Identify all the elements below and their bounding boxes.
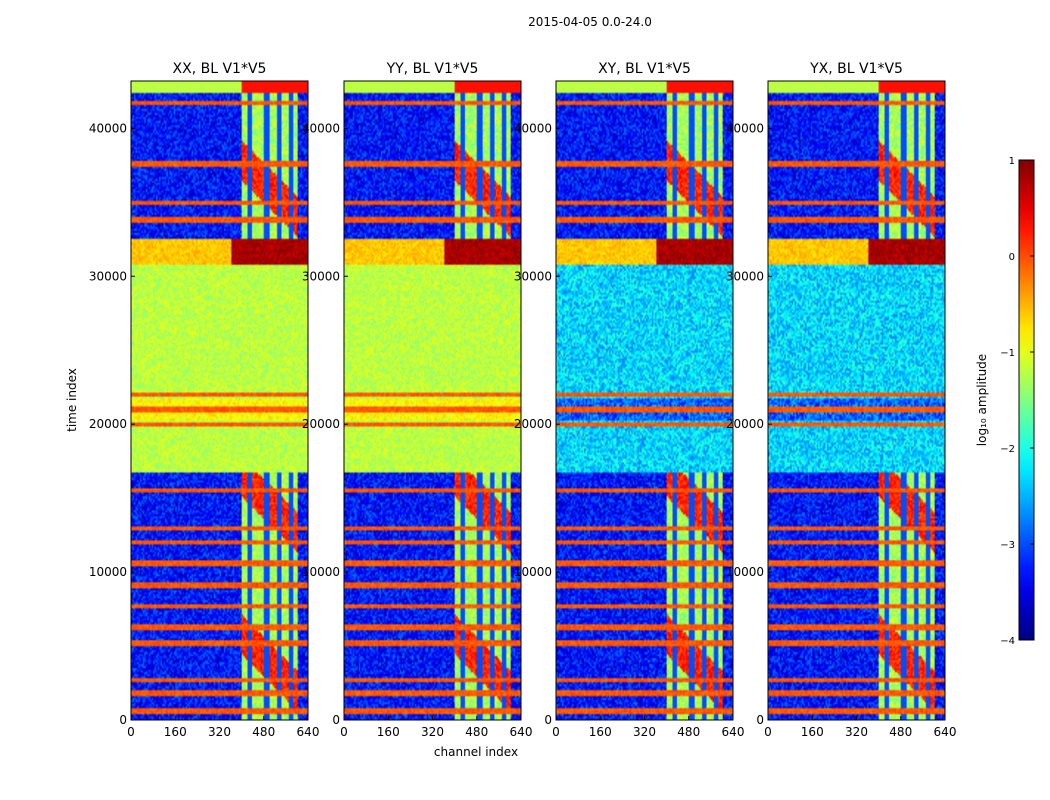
x-tick-label: 640 — [722, 725, 745, 739]
colorbar-tick-label: 0 — [1009, 252, 1015, 263]
y-tick-label: 20000 — [726, 417, 764, 431]
x-tick-label: 320 — [208, 725, 231, 739]
y-tick-label: 0 — [756, 713, 764, 727]
x-tick-label: 640 — [934, 725, 957, 739]
y-tick-label: 10000 — [302, 565, 340, 579]
heatmap-image-yy — [344, 81, 521, 720]
y-tick-label: 10000 — [726, 565, 764, 579]
x-tick-label: 480 — [252, 725, 275, 739]
heatmap-image-xx — [131, 81, 308, 720]
y-tick-label: 30000 — [89, 269, 127, 283]
x-tick-label: 640 — [510, 725, 533, 739]
colorbar-gradient — [1018, 159, 1035, 641]
y-tick-label: 40000 — [302, 121, 340, 135]
colorbar-tick-label: 1 — [1009, 156, 1015, 167]
colorbar-tick-label: −4 — [1000, 636, 1015, 647]
x-tick-label: 160 — [164, 725, 187, 739]
x-tick-label: 480 — [889, 725, 912, 739]
x-tick-label: 320 — [845, 725, 868, 739]
y-tick-label: 20000 — [89, 417, 127, 431]
colorbar-tick-label: −3 — [1000, 540, 1015, 551]
y-tick-label: 30000 — [302, 269, 340, 283]
x-tick-label: 480 — [677, 725, 700, 739]
panel-title: XX, BL V1*V5 — [173, 61, 267, 77]
y-tick-label: 10000 — [514, 565, 552, 579]
x-tick-label: 320 — [421, 725, 444, 739]
colorbar: 1 0 −1 −2 −3 −4 log₁₀ amplitude — [975, 156, 1035, 647]
colorbar-tick-label: −1 — [1000, 348, 1015, 359]
heatmap-panels: XX, BL V1*V5 0 160 320 480 640 0 10000 20000 3000… — [89, 61, 957, 739]
y-tick-label: 20000 — [514, 417, 552, 431]
panel-yx: YX, BL V1*V5 0 160 320 480 640 0 10000 20000 3000… — [726, 61, 957, 739]
y-tick-label: 30000 — [514, 269, 552, 283]
panel-xx: XX, BL V1*V5 0 160 320 480 640 0 10000 20000 3000… — [89, 61, 320, 739]
y-tick-label: 20000 — [302, 417, 340, 431]
x-axis-label: channel index — [434, 745, 518, 759]
x-tick-label: 0 — [340, 725, 348, 739]
x-tick-label: 320 — [633, 725, 656, 739]
y-tick-label: 0 — [544, 713, 552, 727]
x-tick-label: 0 — [552, 725, 560, 739]
y-tick-label: 40000 — [89, 121, 127, 135]
panel-title: XY, BL V1*V5 — [598, 61, 691, 77]
colorbar-tick-label: −2 — [1000, 444, 1015, 455]
y-tick-label: 40000 — [726, 121, 764, 135]
x-tick-label: 0 — [764, 725, 772, 739]
figure-title: 2015-04-05 0.0-24.0 — [528, 15, 652, 29]
panel-title: YY, BL V1*V5 — [386, 61, 479, 77]
heatmap-image-xy — [556, 81, 733, 720]
x-tick-label: 0 — [127, 725, 135, 739]
y-tick-label: 40000 — [514, 121, 552, 135]
panel-title: YX, BL V1*V5 — [809, 61, 903, 77]
y-tick-label: 0 — [119, 713, 127, 727]
heatmap-image-yx — [768, 81, 945, 720]
colorbar-ticks: 1 0 −1 −2 −3 −4 — [1000, 156, 1034, 647]
colorbar-label: log₁₀ amplitude — [975, 354, 989, 446]
x-tick-label: 640 — [297, 725, 320, 739]
x-tick-label: 160 — [589, 725, 612, 739]
y-axis-label: time index — [65, 368, 79, 432]
panel-xy: XY, BL V1*V5 0 160 320 480 640 0 10000 20000 3000… — [514, 61, 745, 739]
y-tick-label: 10000 — [89, 565, 127, 579]
x-tick-label: 160 — [801, 725, 824, 739]
panel-yy: YY, BL V1*V5 0 160 320 480 640 0 10000 20000 3000… — [302, 61, 533, 739]
y-tick-label: 0 — [332, 713, 340, 727]
y-tick-label: 30000 — [726, 269, 764, 283]
x-tick-label: 160 — [377, 725, 400, 739]
x-tick-label: 480 — [465, 725, 488, 739]
